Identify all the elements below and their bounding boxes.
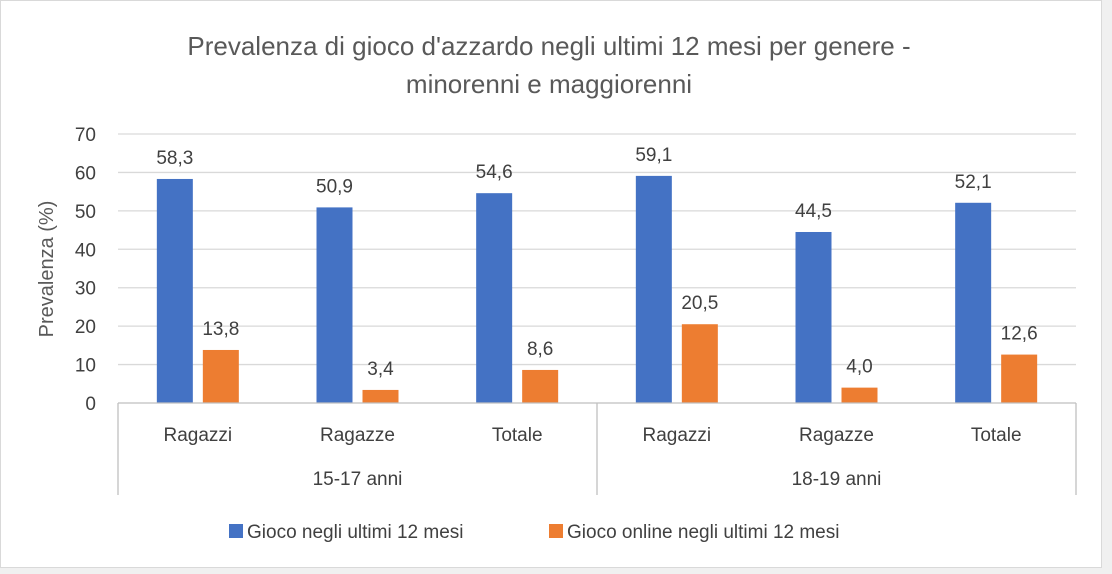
bar-gioco <box>955 202 992 403</box>
data-label: 4,0 <box>846 357 872 378</box>
data-label: 20,5 <box>681 293 718 314</box>
bar-gioco-online <box>1001 354 1038 403</box>
y-axis-title: Prevalenza (%) <box>36 201 58 338</box>
bar-gioco-online <box>202 349 239 403</box>
x-group-label: 18-19 anni <box>792 469 882 490</box>
bar-gioco-online <box>841 387 878 403</box>
data-label: 3,4 <box>367 359 394 380</box>
data-label: 12,6 <box>1001 324 1038 345</box>
y-tick-label: 40 <box>75 240 96 261</box>
bar-gioco <box>476 193 513 403</box>
data-label: 50,9 <box>316 176 353 197</box>
bar-gioco-online <box>362 389 399 403</box>
data-label: 54,6 <box>476 162 513 183</box>
gridlines: 0 10 20 30 40 50 60 70 <box>75 125 1076 415</box>
data-label: 59,1 <box>635 145 672 166</box>
y-tick-label: 60 <box>75 163 96 184</box>
x-category-label: Ragazze <box>320 425 395 446</box>
y-tick-label: 50 <box>75 202 96 223</box>
data-labels: 58,3 50,9 54,6 59,1 44,5 52,1 13,8 3,4 8,6 20,5 4,… <box>156 145 1037 380</box>
chart-title-line-2: minorenni e maggiorenni <box>406 69 692 99</box>
y-tick-label: 10 <box>75 356 96 377</box>
data-label: 52,1 <box>955 172 992 193</box>
x-category-label: Ragazze <box>799 425 874 446</box>
data-label: 58,3 <box>156 148 193 169</box>
bar-gioco <box>316 207 353 403</box>
x-category-label: Ragazzi <box>643 425 712 446</box>
y-tick-label: 0 <box>85 394 96 415</box>
bar-gioco <box>795 231 832 403</box>
legend-label: Gioco negli ultimi 12 mesi <box>247 522 463 543</box>
y-tick-label: 70 <box>75 125 96 146</box>
bars <box>156 175 1038 403</box>
legend-label: Gioco online negli ultimi 12 mesi <box>567 522 839 543</box>
chart-title-line-1: Prevalenza di gioco d'azzardo negli ulti… <box>187 31 910 61</box>
y-tick-label: 20 <box>75 317 96 338</box>
data-label: 13,8 <box>202 319 239 340</box>
data-label: 44,5 <box>795 201 832 222</box>
bar-gioco <box>635 175 672 403</box>
legend-swatch <box>229 524 243 538</box>
data-label: 8,6 <box>527 339 553 360</box>
y-tick-label: 30 <box>75 279 96 300</box>
x-axis: Ragazzi Ragazze Totale Ragazzi Ragazze Totale… <box>117 402 1077 495</box>
legend-swatch <box>549 524 563 538</box>
bar-gioco <box>156 178 193 403</box>
x-category-label: Totale <box>492 425 543 446</box>
x-category-label: Ragazzi <box>164 425 233 446</box>
bar-gioco-online <box>522 369 559 403</box>
bar-gioco-online <box>681 324 718 403</box>
x-group-label: 15-17 anni <box>313 469 403 490</box>
x-category-label: Totale <box>971 425 1022 446</box>
legend: Gioco negli ultimi 12 mesi Gioco online n… <box>229 522 839 543</box>
